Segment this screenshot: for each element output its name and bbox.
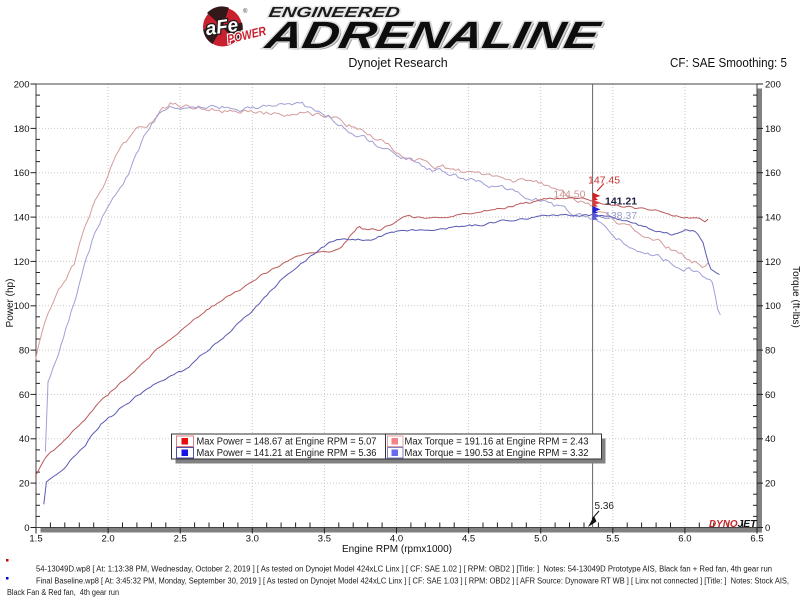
svg-text:ENGINEERED: ENGINEERED <box>267 5 401 21</box>
svg-text:JET: JET <box>738 519 758 530</box>
svg-text:Max Power = 148.67 at Engine R: Max Power = 148.67 at Engine RPM = 5.07 <box>197 437 377 448</box>
svg-text:DYNO: DYNO <box>709 519 738 530</box>
svg-text:4.0: 4.0 <box>390 534 403 545</box>
svg-text:ADRENALINE: ADRENALINE <box>261 14 605 57</box>
svg-text:160: 160 <box>14 168 30 179</box>
svg-text:4.5: 4.5 <box>462 534 475 545</box>
svg-text:3.5: 3.5 <box>318 534 331 545</box>
svg-text:0: 0 <box>765 523 770 534</box>
svg-text:80: 80 <box>765 346 776 357</box>
svg-text:5.36: 5.36 <box>595 501 615 512</box>
svg-text:20: 20 <box>19 479 30 490</box>
svg-text:138.37: 138.37 <box>605 210 637 222</box>
svg-text:141.21: 141.21 <box>605 196 637 208</box>
svg-text:Max Torque = 191.16 at Engine: Max Torque = 191.16 at Engine RPM = 2.43 <box>405 437 589 448</box>
svg-text:Torque (ft-lbs): Torque (ft-lbs) <box>790 266 800 328</box>
svg-text:40: 40 <box>765 434 776 445</box>
svg-text:40: 40 <box>19 434 30 445</box>
svg-text:5.0: 5.0 <box>534 534 547 545</box>
svg-text:180: 180 <box>765 124 781 135</box>
svg-text:60: 60 <box>19 390 30 401</box>
svg-text:200: 200 <box>14 79 30 90</box>
svg-text:100: 100 <box>765 301 781 312</box>
svg-text:144.50: 144.50 <box>553 189 585 201</box>
svg-text:54-13049D.wp8 [ At: 1:13:38 PM: 54-13049D.wp8 [ At: 1:13:38 PM, Wednesda… <box>36 565 772 574</box>
svg-text:5.5: 5.5 <box>606 534 619 545</box>
svg-text:140: 140 <box>765 213 781 224</box>
svg-text:200: 200 <box>765 79 781 90</box>
svg-text:100: 100 <box>14 301 30 312</box>
svg-text:180: 180 <box>14 124 30 135</box>
svg-text:160: 160 <box>765 168 781 179</box>
svg-text:Dynojet Research: Dynojet Research <box>348 56 447 70</box>
svg-text:Engine RPM (rpmx1000): Engine RPM (rpmx1000) <box>342 544 452 555</box>
svg-text:Power (hp): Power (hp) <box>5 279 16 328</box>
svg-text:ENGINEERED: ENGINEERED <box>267 5 401 21</box>
svg-text:80: 80 <box>19 346 30 357</box>
svg-text:20: 20 <box>765 479 776 490</box>
svg-text:2.5: 2.5 <box>174 534 187 545</box>
svg-text:®: ® <box>243 8 248 15</box>
svg-text:6.0: 6.0 <box>678 534 691 545</box>
svg-text:ADRENALINE: ADRENALINE <box>261 14 605 57</box>
svg-text:147.45: 147.45 <box>588 175 620 187</box>
svg-text:3.0: 3.0 <box>246 534 259 545</box>
svg-text:0: 0 <box>24 523 29 534</box>
svg-text:Max Power = 141.21 at Engine R: Max Power = 141.21 at Engine RPM = 5.36 <box>197 448 377 459</box>
svg-text:CF: SAE Smoothing: 5: CF: SAE Smoothing: 5 <box>670 56 787 70</box>
svg-text:Final Baseline.wp8 [ At: 3:45:: Final Baseline.wp8 [ At: 3:45:32 PM, Mon… <box>36 577 789 586</box>
svg-text:6.5: 6.5 <box>750 534 763 545</box>
svg-text:140: 140 <box>14 213 30 224</box>
svg-text:Max Torque = 190.53 at Engine: Max Torque = 190.53 at Engine RPM = 3.32 <box>405 448 589 459</box>
svg-text:120: 120 <box>765 257 781 268</box>
svg-text:2.0: 2.0 <box>101 534 114 545</box>
svg-text:ADRENALINE: ADRENALINE <box>263 16 607 59</box>
svg-text:Black Fan & Red fan, 4th gear: Black Fan & Red fan, 4th gear run <box>7 588 119 597</box>
svg-text:60: 60 <box>765 390 776 401</box>
svg-text:120: 120 <box>14 257 30 268</box>
svg-text:1.5: 1.5 <box>29 534 42 545</box>
